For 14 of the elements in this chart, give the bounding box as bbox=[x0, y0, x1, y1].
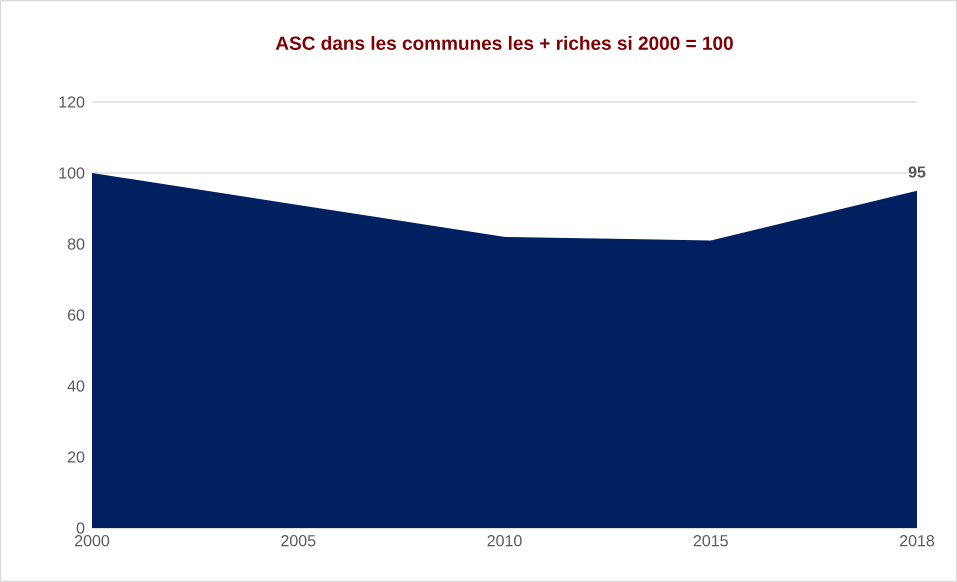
x-tick-label: 2010 bbox=[488, 535, 522, 546]
y-tick-label: 20 bbox=[68, 451, 84, 463]
x-tick-label: 2018 bbox=[900, 535, 934, 546]
y-tick-label: 120 bbox=[59, 96, 84, 108]
y-tick-label: 0 bbox=[76, 522, 84, 534]
data-label: 95 bbox=[908, 166, 926, 178]
y-tick-label: 40 bbox=[68, 380, 84, 392]
y-tick-label: 60 bbox=[68, 309, 84, 321]
x-tick-label: 2005 bbox=[281, 535, 316, 546]
chart-title: ASC dans les communes les + riches si 2000 = 100 bbox=[276, 36, 733, 50]
x-tick-label: 2015 bbox=[694, 535, 728, 546]
y-tick-label: 100 bbox=[59, 167, 84, 179]
y-tick-label: 80 bbox=[68, 238, 84, 250]
x-tick-label: 2000 bbox=[75, 535, 110, 546]
